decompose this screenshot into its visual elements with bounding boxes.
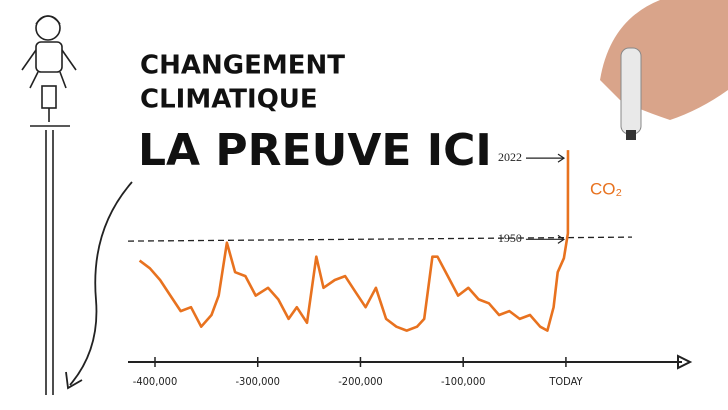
x-tick-label: -300,000 bbox=[235, 375, 279, 388]
title-line: CLIMATIQUE bbox=[140, 85, 318, 115]
pointer-arrow-head bbox=[65, 371, 83, 390]
x-tick-label: TODAY bbox=[548, 375, 583, 388]
driller-illustration bbox=[21, 15, 77, 395]
annotation-arrow-head bbox=[557, 153, 566, 163]
series-label: CO₂ bbox=[590, 180, 622, 199]
x-tick-label: -100,000 bbox=[441, 375, 485, 388]
hand-illustration bbox=[600, 0, 728, 140]
annotation-label: 1950 bbox=[498, 231, 522, 245]
title-line: LA PREUVE ICI bbox=[138, 125, 492, 176]
annotation-label: 2022 bbox=[498, 150, 522, 164]
pointer-arrow bbox=[69, 181, 133, 386]
title-line: CHANGEMENT bbox=[140, 51, 345, 81]
co2-line bbox=[138, 150, 570, 332]
reference-line bbox=[127, 236, 633, 242]
annotation-arrow-head bbox=[557, 234, 566, 244]
x-axis-arrow bbox=[677, 354, 693, 370]
x-tick-label: -200,000 bbox=[338, 375, 382, 388]
x-tick-label: -400,000 bbox=[133, 375, 177, 388]
